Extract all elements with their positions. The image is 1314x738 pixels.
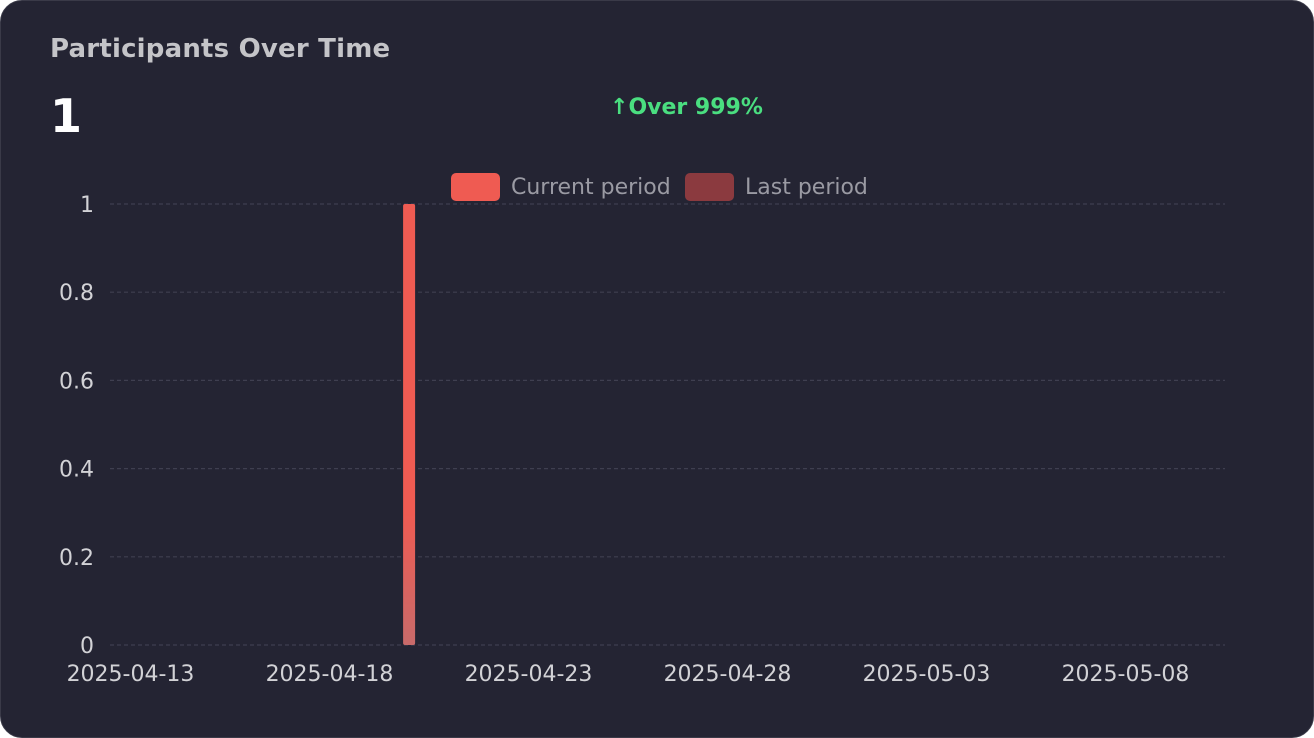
x-tick-label: 2025-05-03	[863, 662, 991, 687]
y-tick-label: 1	[80, 193, 94, 218]
x-tick-label: 2025-04-28	[664, 662, 792, 687]
change-text: Over 999%	[628, 95, 763, 120]
x-tick-label: 2025-04-13	[67, 662, 195, 687]
legend-swatch	[451, 173, 500, 201]
legend[interactable]: Current period Last period	[451, 173, 868, 201]
y-tick-label: 0	[80, 634, 94, 659]
y-tick-label: 0.2	[59, 546, 94, 571]
y-axis: 0 0.2 0.4 0.6 0.8 1	[59, 193, 94, 659]
legend-swatch	[685, 173, 734, 201]
x-tick-label: 2025-04-18	[266, 662, 394, 687]
y-tick-label: 0.8	[59, 281, 94, 306]
grid-layer	[110, 203, 1225, 646]
y-tick-label: 0.6	[59, 369, 94, 394]
legend-label: Current period	[511, 175, 671, 200]
bar-current-period[interactable]	[403, 204, 416, 645]
legend-item-last-period[interactable]: Last period	[685, 173, 868, 201]
legend-label: Last period	[745, 175, 868, 200]
total-participants-value: 1	[50, 89, 83, 143]
card-title: Participants Over Time	[50, 34, 391, 64]
x-axis: 2025-04-13 2025-04-18 2025-04-23 2025-04-28…	[67, 662, 1190, 687]
up-arrow-icon: ↑	[610, 95, 629, 120]
bars-layer	[403, 204, 416, 645]
y-tick-label: 0.4	[59, 458, 94, 483]
legend-item-current-period[interactable]: Current period	[451, 173, 671, 201]
change-indicator: ↑Over 999%	[610, 95, 763, 120]
x-tick-label: 2025-05-08	[1062, 662, 1190, 687]
x-tick-label: 2025-04-23	[465, 662, 593, 687]
